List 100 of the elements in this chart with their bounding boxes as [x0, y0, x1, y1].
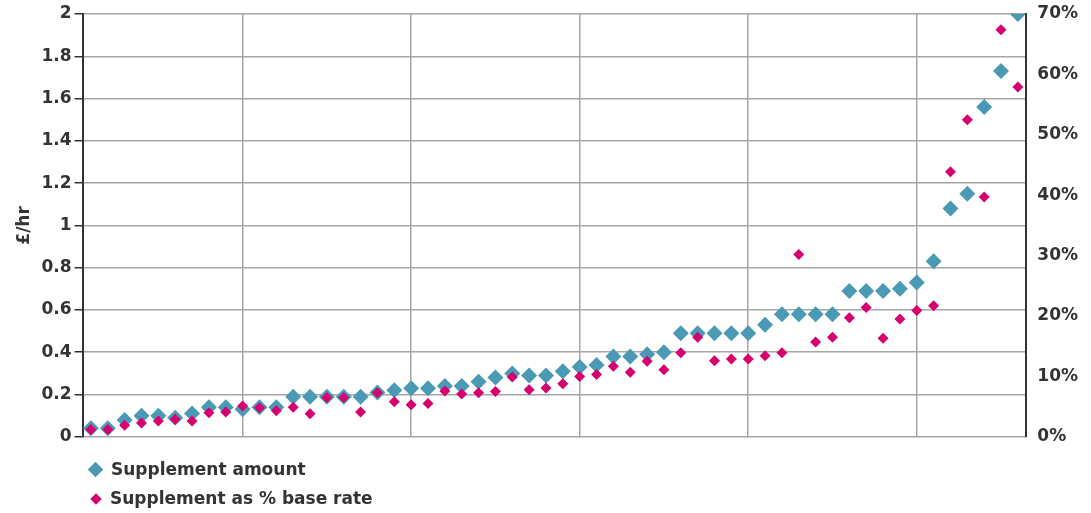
point	[709, 355, 721, 367]
point	[759, 350, 771, 362]
point	[1012, 81, 1024, 93]
point	[911, 305, 923, 317]
point	[439, 385, 451, 397]
point	[843, 312, 855, 324]
y-tick-label: 1.4	[41, 129, 72, 150]
point	[304, 408, 316, 420]
point	[959, 185, 976, 202]
point	[487, 369, 504, 386]
point	[186, 415, 198, 427]
point	[891, 280, 908, 297]
legend-label: Supplement amount	[111, 458, 306, 481]
y-axis-title: £/hr	[12, 205, 33, 245]
point	[136, 417, 147, 429]
point	[655, 344, 672, 361]
point	[456, 388, 468, 400]
point	[793, 248, 805, 260]
point	[976, 99, 993, 116]
point	[540, 382, 552, 394]
y2-tick-label: 50%	[1037, 123, 1079, 144]
y-tick-label: 0.6	[41, 298, 72, 319]
point	[622, 348, 639, 365]
point	[388, 396, 400, 408]
y-tick-label: 1.2	[41, 171, 72, 192]
point	[723, 325, 740, 342]
point	[757, 316, 774, 333]
y2-tick-label: 10%	[1037, 364, 1079, 385]
point	[624, 366, 636, 378]
point	[942, 200, 959, 217]
point	[944, 166, 956, 178]
y2-tick-label: 70%	[1037, 2, 1079, 23]
y-tick-label: 1.6	[41, 86, 72, 107]
y-tick-label: 2	[59, 2, 72, 23]
point	[925, 253, 942, 270]
point	[875, 282, 892, 299]
point	[489, 386, 501, 397]
point	[692, 331, 704, 343]
point	[523, 384, 535, 396]
point	[355, 406, 367, 418]
y-tick-label: 0	[59, 425, 72, 446]
point	[860, 302, 872, 314]
point	[287, 401, 299, 413]
y-tick-label: 0.4	[41, 340, 72, 361]
point	[119, 419, 131, 431]
point	[386, 382, 403, 399]
point	[302, 388, 319, 405]
point	[220, 406, 232, 418]
point	[203, 407, 215, 419]
y2-tick-label: 60%	[1037, 62, 1079, 83]
legend-label: Supplement as % base rate	[110, 487, 373, 510]
point	[993, 63, 1010, 80]
point	[790, 306, 807, 323]
point	[422, 398, 434, 410]
point	[894, 313, 906, 325]
y-tick-label: 0.2	[41, 382, 72, 403]
point	[588, 356, 605, 373]
point	[152, 415, 164, 427]
point	[605, 348, 622, 365]
point	[908, 274, 925, 291]
point	[827, 331, 838, 343]
y-tick-label: 1	[59, 213, 72, 234]
point	[554, 363, 571, 380]
y2-tick-label: 40%	[1037, 183, 1079, 204]
point	[858, 282, 875, 299]
point	[706, 325, 723, 342]
y-tick-label: 0.8	[41, 256, 72, 277]
point	[961, 114, 973, 126]
point	[352, 388, 369, 405]
point	[405, 399, 417, 411]
point	[776, 347, 788, 359]
point	[537, 367, 554, 384]
point	[85, 424, 97, 436]
point	[928, 300, 940, 312]
point	[270, 405, 282, 417]
point	[824, 306, 841, 323]
point	[641, 355, 653, 367]
point	[740, 325, 757, 342]
y-tick-label: 1.8	[41, 44, 72, 65]
point	[237, 400, 249, 412]
point	[995, 24, 1007, 36]
y2-tick-label: 0%	[1037, 425, 1067, 446]
point	[742, 353, 754, 365]
point	[420, 380, 437, 397]
point	[773, 306, 790, 323]
point	[285, 388, 302, 405]
y2-tick-label: 20%	[1037, 304, 1079, 325]
point	[658, 364, 670, 376]
point	[877, 332, 889, 344]
point	[810, 336, 822, 348]
point	[521, 367, 538, 384]
point	[557, 378, 569, 390]
point	[607, 360, 619, 372]
point	[841, 282, 858, 299]
point	[574, 370, 586, 382]
point	[675, 347, 687, 359]
point	[403, 380, 420, 397]
point	[978, 191, 990, 203]
point	[473, 387, 485, 399]
y2-tick-label: 30%	[1037, 244, 1079, 265]
